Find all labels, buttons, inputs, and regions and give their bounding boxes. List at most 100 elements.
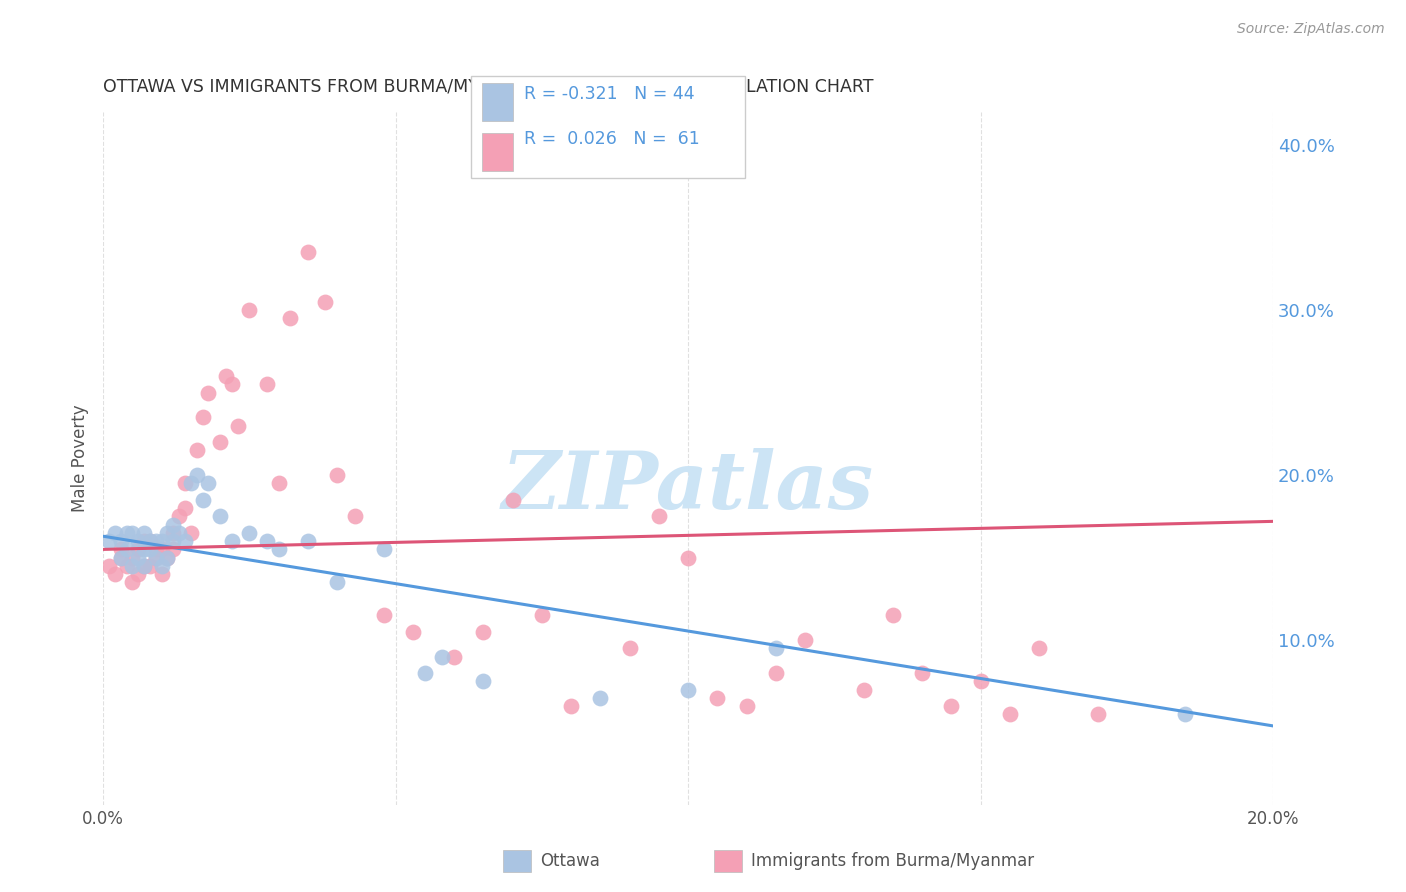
Point: [221, 534, 243, 549]
Point: [373, 608, 395, 623]
Point: [343, 509, 366, 524]
Y-axis label: Male Poverty: Male Poverty: [72, 405, 89, 513]
Point: [110, 542, 132, 557]
Point: [162, 542, 184, 557]
Point: [794, 633, 817, 648]
Point: [127, 542, 149, 557]
Point: [1174, 707, 1197, 722]
Point: [180, 476, 202, 491]
Point: [209, 435, 232, 450]
Point: [127, 567, 149, 582]
Point: [132, 558, 155, 573]
Point: [197, 476, 219, 491]
Point: [326, 468, 349, 483]
Point: [297, 534, 319, 549]
Point: [238, 303, 260, 318]
Point: [238, 525, 260, 540]
Point: [167, 525, 190, 540]
Point: [162, 534, 184, 549]
Point: [472, 624, 495, 639]
Point: [648, 509, 671, 524]
Point: [941, 699, 963, 714]
Text: R = -0.321   N = 44: R = -0.321 N = 44: [524, 85, 695, 103]
Point: [115, 558, 138, 573]
Point: [852, 682, 875, 697]
Point: [174, 501, 197, 516]
Point: [180, 525, 202, 540]
Point: [676, 550, 699, 565]
Point: [326, 575, 349, 590]
Point: [127, 550, 149, 565]
Point: [706, 690, 728, 705]
Point: [110, 550, 132, 565]
Point: [139, 534, 162, 549]
Point: [121, 558, 143, 573]
Point: [191, 492, 214, 507]
Point: [156, 550, 179, 565]
Point: [765, 666, 787, 681]
Point: [297, 245, 319, 260]
Point: [115, 542, 138, 557]
Point: [197, 385, 219, 400]
Point: [150, 558, 173, 573]
Point: [132, 542, 155, 557]
Point: [150, 534, 173, 549]
Point: [314, 295, 336, 310]
Point: [121, 575, 143, 590]
Point: [186, 443, 208, 458]
Point: [267, 476, 290, 491]
Point: [150, 542, 173, 557]
Point: [145, 542, 167, 557]
Point: [560, 699, 582, 714]
Point: [530, 608, 553, 623]
Point: [226, 418, 249, 433]
Point: [127, 534, 149, 549]
Point: [402, 624, 425, 639]
Point: [191, 410, 214, 425]
Point: [150, 567, 173, 582]
Point: [676, 682, 699, 697]
Point: [443, 649, 465, 664]
Point: [156, 550, 179, 565]
Point: [145, 550, 167, 565]
Text: Immigrants from Burma/Myanmar: Immigrants from Burma/Myanmar: [751, 852, 1033, 871]
Point: [110, 534, 132, 549]
Point: [209, 509, 232, 524]
Point: [413, 666, 436, 681]
Point: [1028, 641, 1050, 656]
Point: [502, 492, 524, 507]
Point: [256, 377, 278, 392]
Text: Ottawa: Ottawa: [540, 852, 600, 871]
Point: [221, 377, 243, 392]
Text: OTTAWA VS IMMIGRANTS FROM BURMA/MYANMAR MALE POVERTY CORRELATION CHART: OTTAWA VS IMMIGRANTS FROM BURMA/MYANMAR …: [103, 78, 873, 95]
Point: [969, 674, 991, 689]
Point: [145, 550, 167, 565]
Point: [174, 534, 197, 549]
Point: [278, 311, 301, 326]
Point: [139, 534, 162, 549]
Point: [121, 550, 143, 565]
Point: [132, 534, 155, 549]
Point: [110, 550, 132, 565]
Point: [256, 534, 278, 549]
Point: [998, 707, 1021, 722]
Point: [104, 525, 127, 540]
Point: [1087, 707, 1109, 722]
Text: Source: ZipAtlas.com: Source: ZipAtlas.com: [1237, 22, 1385, 37]
Point: [98, 534, 121, 549]
Point: [619, 641, 641, 656]
Point: [174, 476, 197, 491]
Point: [432, 649, 454, 664]
Point: [735, 699, 758, 714]
Point: [215, 369, 238, 384]
Point: [186, 468, 208, 483]
Point: [98, 558, 121, 573]
Point: [121, 525, 143, 540]
Point: [167, 509, 190, 524]
Point: [139, 558, 162, 573]
Point: [911, 666, 934, 681]
Point: [765, 641, 787, 656]
Point: [589, 690, 612, 705]
Point: [162, 525, 184, 540]
Point: [104, 567, 127, 582]
